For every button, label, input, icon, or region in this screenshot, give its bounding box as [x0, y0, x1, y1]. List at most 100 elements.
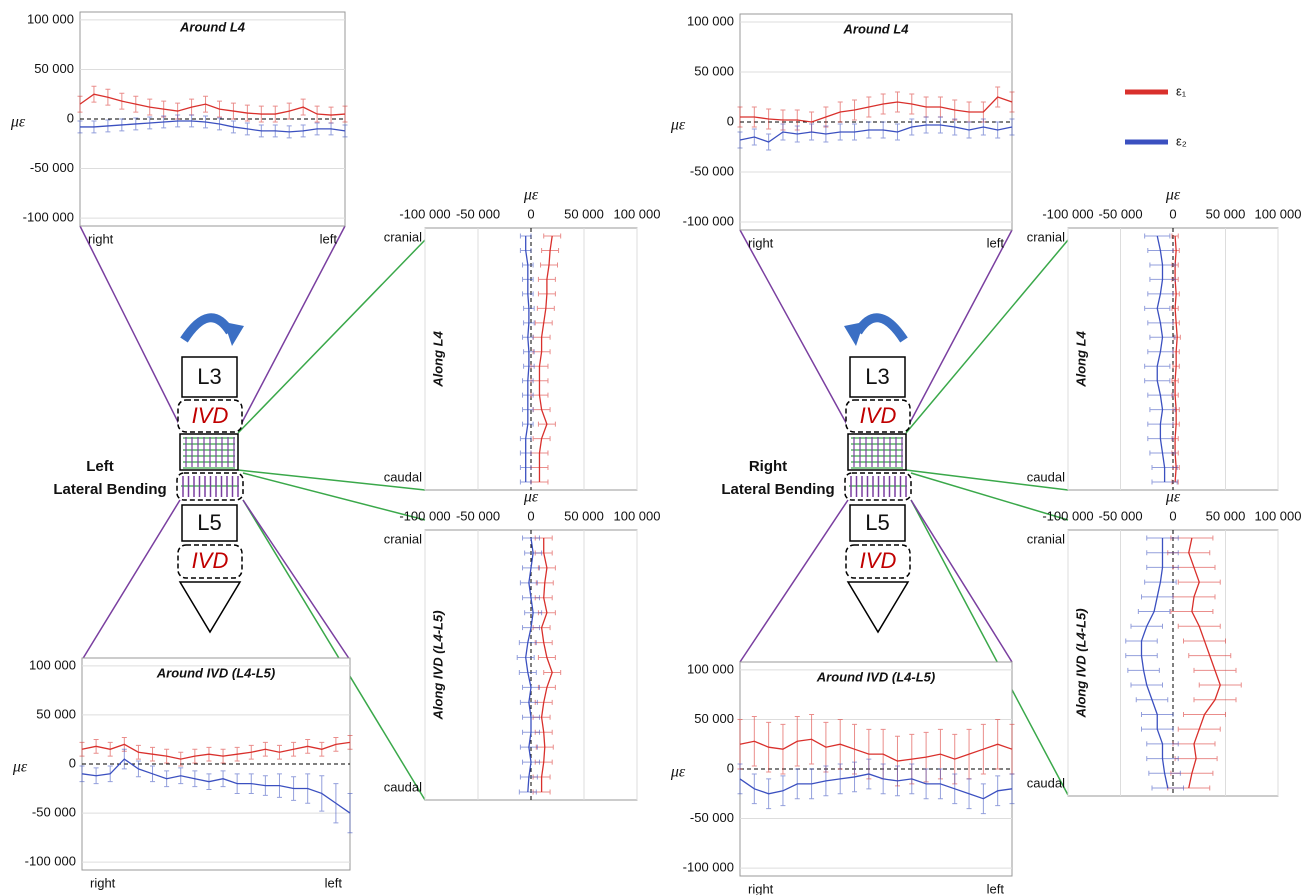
connector: [739, 499, 849, 663]
arrow-head: [224, 322, 244, 346]
connector: [242, 499, 351, 661]
vertebra: [181, 504, 238, 542]
caption: Lateral Bending: [53, 481, 166, 498]
x-tick-label: 0: [1169, 206, 1176, 221]
category-label: left: [987, 235, 1005, 250]
category-label: left: [325, 875, 343, 890]
y-tick-label: -100 000: [23, 210, 74, 225]
x-tick-label: -50 000: [1098, 508, 1142, 523]
sacrum: [178, 581, 242, 634]
series-line: [525, 236, 530, 482]
connector: [910, 499, 1013, 663]
vertebra: [849, 356, 906, 398]
category-label: cranial: [384, 229, 422, 244]
category-label: left: [320, 231, 338, 246]
series-line: [1140, 538, 1169, 789]
vertebra-label: L3: [865, 364, 889, 389]
vertebra-l4: [847, 433, 907, 471]
y-tick-label: -50 000: [32, 805, 76, 820]
connector: [81, 499, 181, 661]
x-axis-label: με: [1165, 489, 1181, 506]
x-axis-label: με: [523, 187, 539, 204]
x-axis-label: με: [523, 489, 539, 506]
caption: Right: [749, 458, 787, 475]
connector: [237, 239, 426, 434]
y-tick-label: 100 000: [687, 661, 734, 676]
category-label: cranial: [1027, 229, 1065, 244]
chart-title: Around L4: [179, 19, 246, 34]
y-tick-label: -100 000: [683, 860, 734, 875]
connector: [79, 225, 183, 431]
x-tick-label: 0: [527, 508, 534, 523]
plot-area: [1067, 227, 1279, 491]
x-tick-label: 100 000: [614, 206, 661, 221]
series-line: [739, 124, 1013, 143]
connector: [242, 472, 426, 521]
category-label: right: [90, 875, 116, 890]
x-tick-label: -50 000: [1098, 206, 1142, 221]
error-bar: [342, 105, 348, 123]
vertebra: [181, 356, 238, 398]
disc-label: IVD: [860, 548, 897, 573]
x-tick-label: -50 000: [456, 508, 500, 523]
x-tick-label: 50 000: [1206, 508, 1246, 523]
x-tick-label: -100 000: [399, 508, 450, 523]
x-tick-label: 50 000: [564, 508, 604, 523]
vertebra-label: L5: [197, 510, 221, 535]
x-tick-label: 100 000: [1255, 508, 1302, 523]
y-tick-label: 0: [727, 113, 734, 128]
series-line: [538, 235, 553, 482]
category-label: right: [88, 231, 114, 246]
y-tick-label: 50 000: [36, 706, 76, 721]
y-tick-label: 50 000: [34, 61, 74, 76]
connector: [905, 469, 1069, 491]
y-tick-label: 100 000: [687, 13, 734, 28]
x-tick-label: -50 000: [456, 206, 500, 221]
x-axis-label: με: [1165, 187, 1181, 204]
legend-label: ε₁: [1176, 83, 1187, 98]
category-label: caudal: [1027, 469, 1065, 484]
connector: [237, 225, 346, 431]
disc-label: IVD: [192, 403, 229, 428]
vertebra-label: L5: [865, 510, 889, 535]
series-line: [540, 538, 553, 792]
category-label: caudal: [384, 469, 422, 484]
connector: [905, 239, 1069, 434]
chart-title: Along L4: [1073, 330, 1088, 387]
vertebra-label: L3: [197, 364, 221, 389]
error-bar: [77, 95, 83, 113]
chart-title: Around IVD (L4-L5): [816, 669, 935, 684]
connector: [242, 499, 426, 801]
category-label: caudal: [1027, 775, 1065, 790]
connector: [739, 229, 851, 431]
category-label: caudal: [384, 779, 422, 794]
chart-title: Along IVD (L4-L5): [430, 610, 445, 720]
disc: [177, 544, 243, 579]
y-tick-label: 0: [69, 755, 76, 770]
spine-diagram: L3 IVD L5 IVD Left Lateral Bending: [53, 313, 244, 634]
x-tick-label: -100 000: [1042, 508, 1093, 523]
series-line: [1156, 235, 1166, 482]
disc: [845, 544, 911, 579]
series-line: [81, 741, 351, 760]
y-tick-label: -100 000: [25, 854, 76, 869]
y-tick-label: 50 000: [694, 711, 734, 726]
series-line: [81, 758, 351, 814]
x-tick-label: -100 000: [1042, 206, 1093, 221]
x-tick-label: 50 000: [1206, 206, 1246, 221]
connector: [237, 469, 426, 491]
connector: [905, 229, 1013, 431]
arrow-head: [844, 322, 864, 346]
legend-label: ε₂: [1176, 133, 1187, 148]
series-line: [80, 120, 346, 133]
vertebra: [849, 504, 906, 542]
y-axis-label: με: [670, 764, 686, 781]
y-tick-label: 100 000: [29, 657, 76, 672]
category-label: cranial: [384, 531, 422, 546]
connector: [910, 499, 1069, 796]
y-tick-label: 0: [67, 110, 74, 125]
rotation-arrow: [854, 313, 908, 343]
y-axis-label: με: [670, 117, 686, 134]
y-tick-label: -100 000: [683, 213, 734, 228]
